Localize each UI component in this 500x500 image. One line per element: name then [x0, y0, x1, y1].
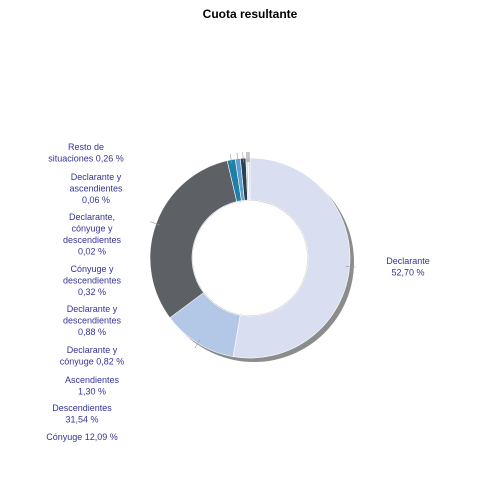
leader-line-3 — [150, 221, 160, 226]
slice-label-4: Ascendientes 1,30 % — [65, 375, 120, 397]
slice-label-6: Declarante y descendientes 0,88 % — [63, 304, 122, 337]
slice-label-9: Declarante y ascendientes 0,06 % — [69, 172, 123, 205]
slice-label-7: Cónyuge y descendientes 0,32 % — [63, 264, 122, 297]
slice-label-3: Descendientes 31,54 % — [52, 403, 112, 425]
slice-1 — [232, 157, 351, 359]
donut-hole — [192, 200, 308, 316]
leader-line-1 — [345, 265, 356, 268]
slice-label-2: Cónyuge 12,09 % — [46, 432, 118, 442]
leader-line-5 — [236, 152, 239, 163]
leader-line-2 — [194, 339, 201, 349]
chart-title: Cuota resultante — [202, 7, 298, 21]
leader-line-6 — [242, 152, 244, 163]
slice-label-10: Resto de situaciones 0,26 % — [48, 142, 124, 164]
slice-label-8: Declarante, cónyuge y descendientes 0,02 % — [63, 212, 122, 257]
slice-label-5: Declarante y cónyuge 0,82 % — [60, 345, 125, 367]
leader-line-4 — [229, 153, 233, 164]
slice-label-1: Declarante 52,70 % — [386, 256, 430, 278]
slice-3 — [149, 160, 238, 319]
